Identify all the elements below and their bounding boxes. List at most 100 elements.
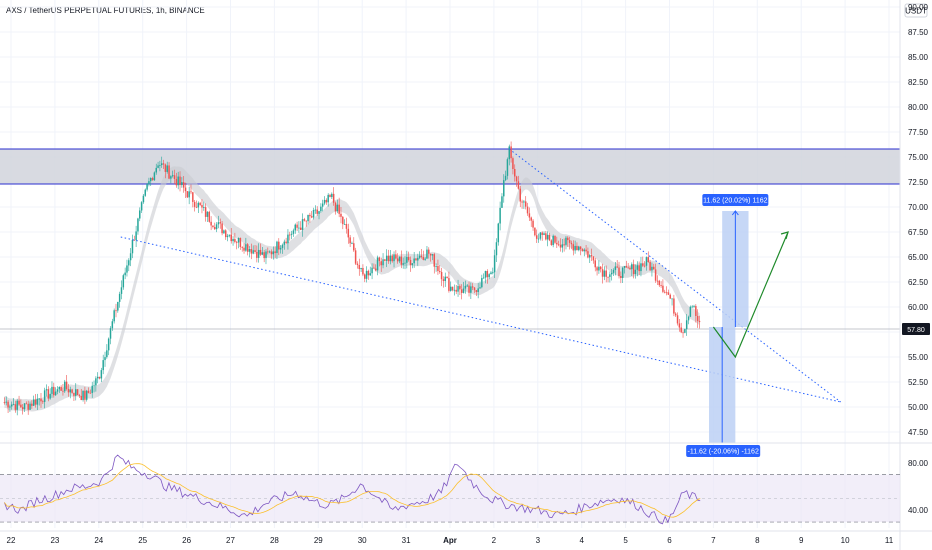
candle-body: [56, 389, 59, 392]
candle-body: [446, 276, 448, 279]
candle-body: [689, 306, 692, 317]
candle-body: [204, 207, 207, 217]
candle-body: [29, 403, 31, 410]
candle-body: [305, 220, 307, 222]
candle-body: [515, 176, 518, 182]
candle-body: [422, 257, 425, 260]
candle-body: [256, 251, 258, 258]
candle-body: [638, 265, 640, 272]
time-tick-label: 29: [314, 536, 323, 545]
candle-body: [226, 235, 229, 238]
candle-body: [398, 256, 401, 262]
candle-body: [349, 237, 351, 244]
candle-body: [490, 272, 492, 275]
candle-body: [181, 182, 183, 186]
candle-body: [598, 266, 600, 271]
candle-body: [106, 350, 108, 358]
candle-body: [627, 267, 629, 269]
candle-body: [49, 393, 51, 399]
candle-body: [658, 280, 661, 286]
candle-body: [554, 235, 556, 243]
candle-body: [124, 272, 126, 276]
candle-body: [567, 237, 569, 241]
candle-body: [649, 262, 651, 271]
candle-body: [151, 178, 154, 181]
candle-body: [374, 268, 377, 271]
candle-body: [261, 252, 264, 255]
candle-body: [5, 401, 7, 403]
candle-body: [585, 249, 587, 252]
candle-body: [651, 266, 653, 271]
candle-body: [325, 199, 328, 203]
price-tick-label: 67.50: [908, 228, 929, 237]
candle-body: [223, 230, 225, 234]
price-tick-label: 82.50: [908, 78, 929, 87]
price-tick-label: 90.00: [908, 3, 929, 12]
candle-body: [620, 275, 622, 278]
time-tick-label: 26: [182, 536, 191, 545]
candle-body: [365, 270, 368, 279]
time-tick-label: 6: [667, 536, 672, 545]
candle-body: [371, 267, 373, 274]
candle-body: [36, 398, 39, 405]
candle-body: [442, 279, 445, 281]
lower-trendline: [120, 236, 841, 403]
candle-body: [272, 251, 275, 255]
candle-body: [274, 251, 276, 254]
candle-body: [539, 232, 542, 239]
candle-body: [54, 391, 57, 396]
candle-body: [248, 248, 251, 252]
candle-body: [484, 271, 487, 278]
candle-body: [323, 199, 326, 204]
candle-body: [18, 400, 20, 405]
candle-body: [91, 385, 93, 393]
candle-body: [336, 204, 339, 212]
short-measure-label: -11.62 (-20.06%) -1162: [688, 449, 759, 456]
candle-body: [667, 292, 670, 295]
candle-body: [482, 277, 485, 279]
candle-body: [587, 251, 589, 258]
candle-body: [197, 202, 200, 208]
candle-body: [89, 392, 92, 394]
candle-body: [331, 193, 333, 198]
candle-body: [12, 404, 15, 406]
upper-trendline: [508, 148, 842, 403]
candle-body: [389, 255, 392, 262]
candle-body: [488, 274, 490, 278]
candle-body: [153, 172, 156, 181]
candle-body: [159, 165, 161, 166]
candle-body: [643, 265, 646, 267]
candle-body: [182, 182, 185, 188]
candle-body: [402, 263, 404, 265]
candle-body: [684, 329, 686, 333]
candle-body: [259, 249, 262, 255]
candle-body: [235, 241, 238, 243]
candle-body: [642, 263, 644, 266]
candle-body: [384, 259, 386, 261]
candle-body: [179, 176, 181, 186]
price-tick-label: 87.50: [908, 28, 929, 37]
candle-body: [497, 223, 500, 243]
candle-body: [537, 238, 540, 240]
candle-body: [415, 258, 417, 261]
price-tick-label: 70.00: [908, 203, 929, 212]
candle-body: [385, 255, 388, 261]
candle-body: [636, 265, 639, 270]
candle-body: [411, 263, 414, 265]
candle-body: [186, 191, 189, 198]
candle-body: [676, 315, 679, 324]
candle-body: [217, 222, 220, 225]
candle-body: [594, 260, 596, 268]
candle-body: [87, 390, 90, 393]
time-tick-label: 22: [7, 536, 16, 545]
candle-body: [332, 193, 335, 203]
projection-arrowhead: [780, 231, 789, 240]
candle-body: [160, 163, 163, 166]
candle-body: [316, 209, 318, 214]
candle-body: [34, 399, 37, 405]
candle-body: [162, 163, 165, 165]
candle-body: [631, 264, 633, 270]
candle-body: [340, 213, 342, 217]
candle-body: [574, 245, 576, 251]
